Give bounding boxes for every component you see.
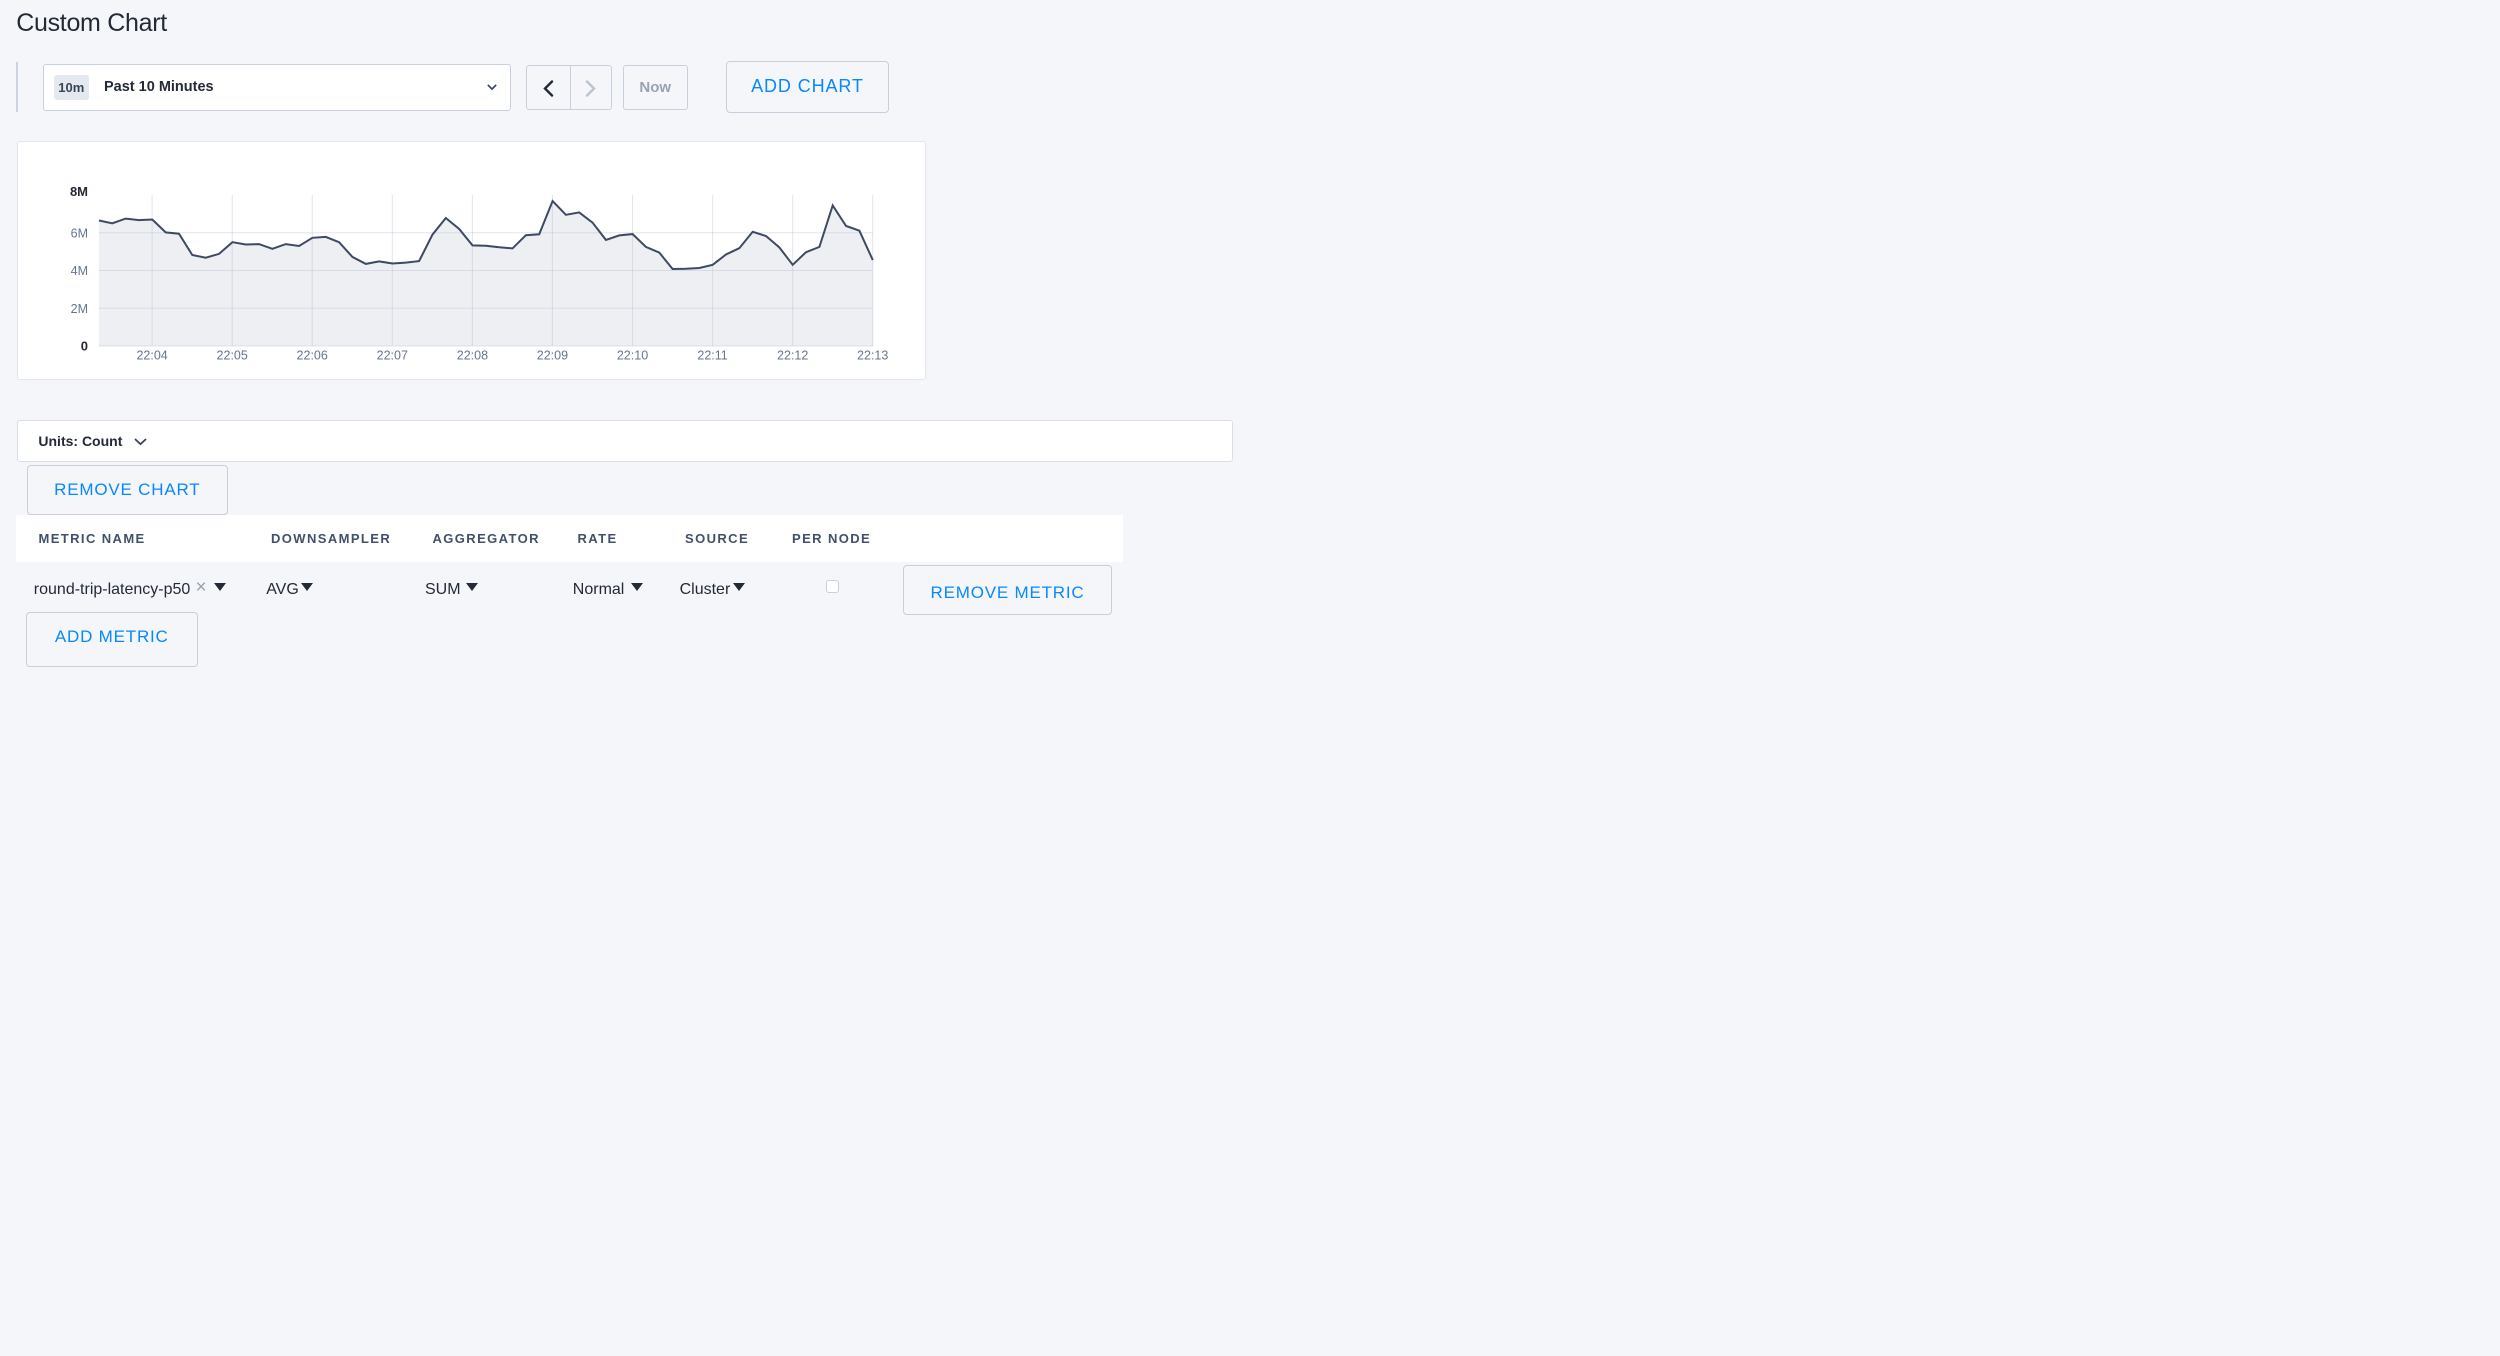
svg-text:4M: 4M: [70, 264, 87, 278]
svg-text:22:05: 22:05: [216, 348, 247, 362]
svg-text:22:11: 22:11: [697, 348, 727, 362]
svg-text:22:12: 22:12: [777, 348, 808, 362]
svg-text:22:13: 22:13: [857, 348, 888, 362]
svg-text:22:09: 22:09: [537, 348, 568, 362]
svg-text:0: 0: [81, 338, 88, 353]
svg-text:2M: 2M: [70, 302, 87, 316]
svg-text:22:07: 22:07: [376, 348, 407, 362]
svg-text:22:06: 22:06: [296, 348, 327, 362]
svg-text:6M: 6M: [70, 226, 87, 240]
svg-text:22:04: 22:04: [136, 348, 167, 362]
svg-text:8M: 8M: [70, 184, 88, 199]
svg-text:22:10: 22:10: [617, 348, 648, 362]
svg-text:22:08: 22:08: [457, 348, 488, 362]
